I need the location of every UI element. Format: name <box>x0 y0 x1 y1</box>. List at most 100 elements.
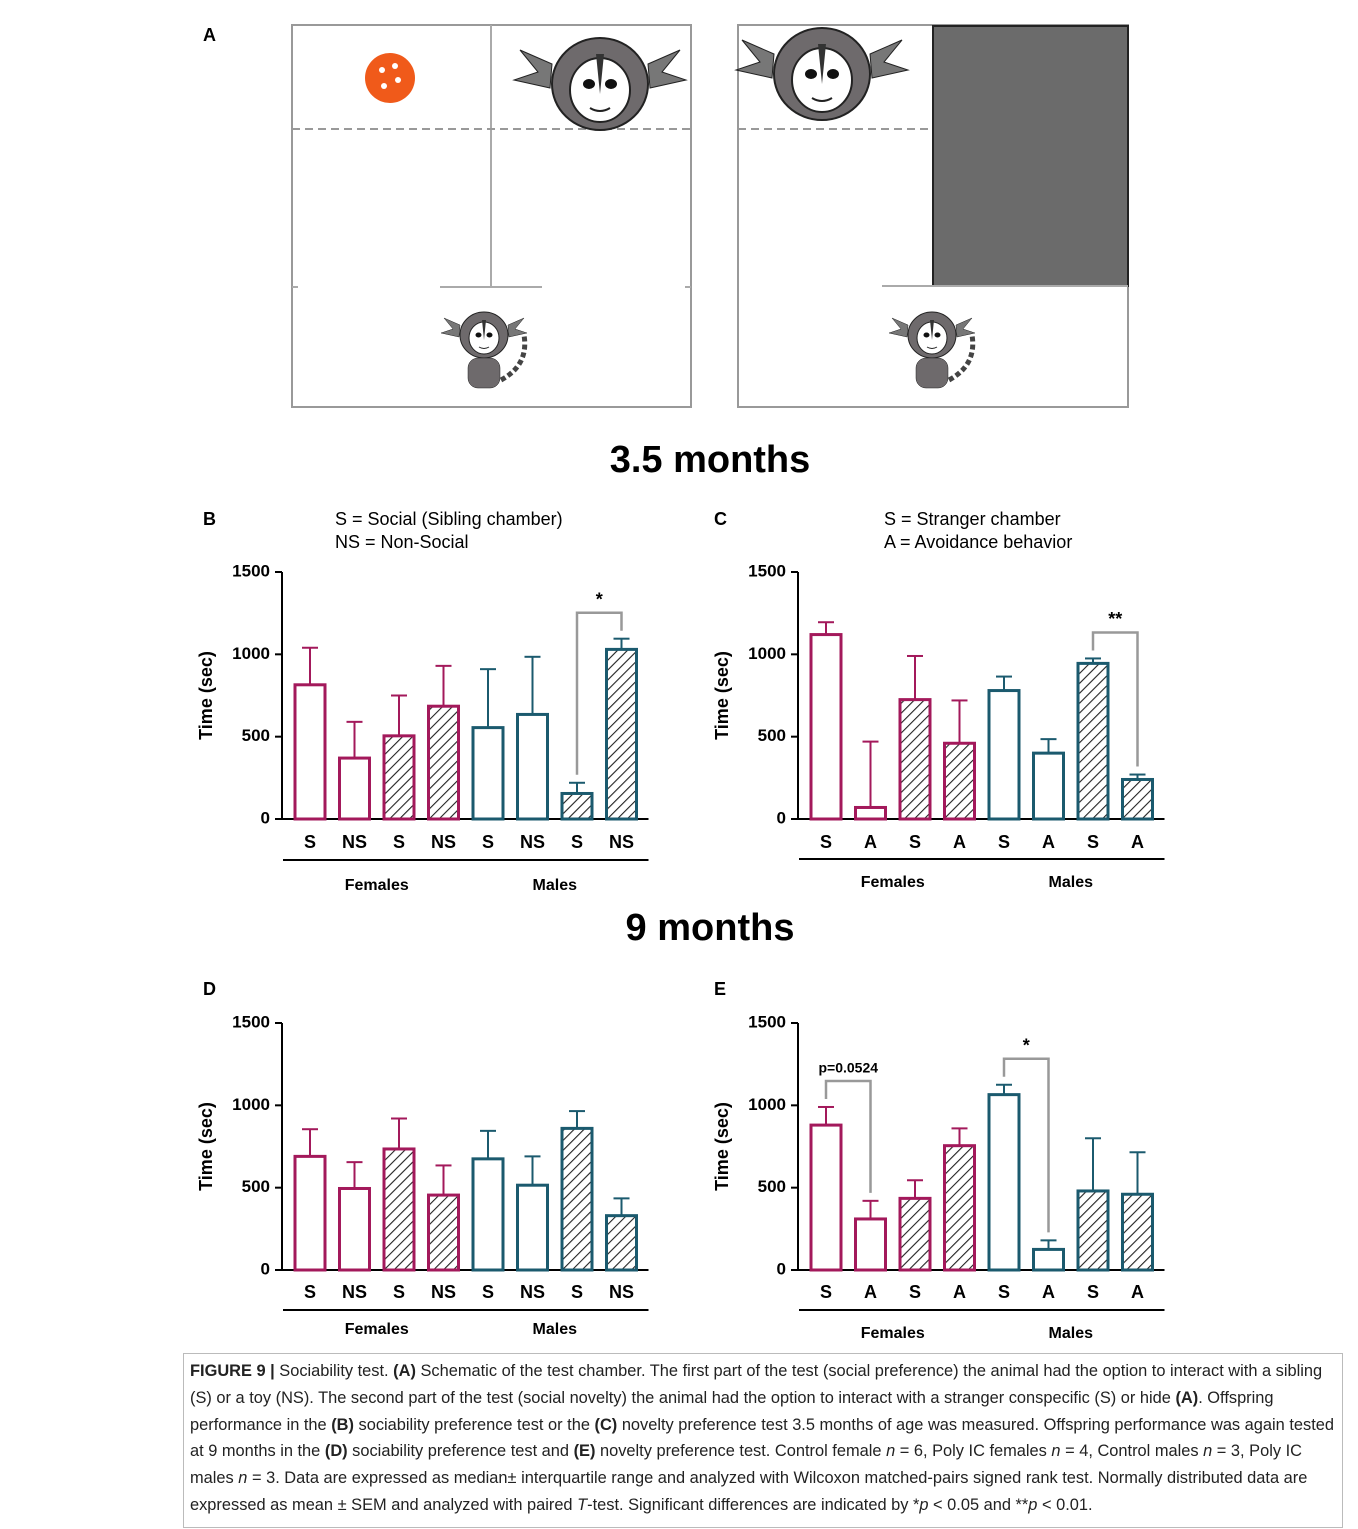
y-tick-label: 1000 <box>748 1095 786 1114</box>
bar <box>1121 777 1154 821</box>
bar <box>293 1154 327 1272</box>
y-axis-title: Time (sec) <box>196 1102 216 1191</box>
bar <box>898 1196 932 1272</box>
x-tick-label: S <box>571 1282 583 1302</box>
caption-run: -test. Significant differences are indic… <box>587 1495 920 1514</box>
y-tick-label: 500 <box>758 1177 786 1196</box>
section-heading: 9 months <box>626 907 795 949</box>
caption-run: n <box>886 1442 896 1461</box>
x-tick-label: A <box>1042 832 1055 852</box>
bar <box>427 704 460 821</box>
y-tick-label: 1500 <box>232 561 270 580</box>
caption-run: n <box>1203 1442 1213 1461</box>
x-tick-label: NS <box>520 1282 545 1302</box>
bar <box>471 726 505 821</box>
significance-bracket <box>1002 1057 1050 1233</box>
bar <box>809 1123 843 1272</box>
caption-run: . Offspring performance in the <box>190 1388 1274 1434</box>
caption: FIGURE 9 | Sociability test. (A) Schemat… <box>183 1353 1343 1528</box>
y-tick-label: 1500 <box>232 1012 270 1031</box>
x-tick-label: A <box>864 1282 877 1302</box>
x-tick-label: A <box>864 832 877 852</box>
x-tick-label: NS <box>342 832 367 852</box>
panel-label: D <box>203 979 216 999</box>
x-tick-label: NS <box>520 832 545 852</box>
caption-run: (B) <box>331 1415 354 1434</box>
bar <box>516 712 549 821</box>
caption-run: FIGURE 9 | <box>190 1362 275 1380</box>
y-tick-label: 0 <box>777 1259 786 1278</box>
x-tick-label: S <box>909 1282 921 1302</box>
y-axis-title: Time (sec) <box>712 1102 732 1191</box>
caption-run: p <box>1028 1495 1038 1514</box>
x-tick-label: S <box>393 1282 405 1302</box>
legend-note: S = Stranger chamber <box>884 509 1061 529</box>
bar <box>382 1147 416 1272</box>
x-tick-label: S <box>820 832 832 852</box>
x-tick-label: S <box>909 832 921 852</box>
panel-label: B <box>203 509 216 529</box>
x-tick-label: S <box>571 832 583 852</box>
significance-label: p=0.0524 <box>818 1060 878 1076</box>
significance-label: * <box>1023 1036 1030 1056</box>
x-tick-label: S <box>1087 1282 1099 1302</box>
caption-run: Schematic of the test chamber. The first… <box>190 1362 1323 1407</box>
bar <box>898 698 932 821</box>
x-tick-label: A <box>1042 1282 1055 1302</box>
caption-run: T <box>577 1495 588 1514</box>
legend-note: S = Social (Sibling chamber) <box>335 509 563 529</box>
caption-run: < 0.01. <box>1037 1495 1093 1514</box>
y-tick-label: 0 <box>261 808 270 827</box>
caption-run: n <box>1051 1442 1061 1461</box>
bar <box>809 633 843 821</box>
x-tick-label: S <box>304 1282 316 1302</box>
caption-run: = 3. Data are expressed as median± inter… <box>190 1469 1308 1514</box>
group-label: Males <box>533 877 578 894</box>
group-label: Females <box>345 877 409 894</box>
group-label: Females <box>861 874 925 891</box>
x-tick-label: S <box>482 832 494 852</box>
legend-note: NS = Non-Social <box>335 532 469 552</box>
group-label: Females <box>861 1325 925 1342</box>
y-tick-label: 1000 <box>232 644 270 663</box>
caption-run: sociability preference test and <box>347 1442 574 1461</box>
x-tick-label: NS <box>342 1282 367 1302</box>
significance-label: * <box>596 589 603 609</box>
x-tick-label: S <box>304 832 316 852</box>
x-tick-label: S <box>998 832 1010 852</box>
bar <box>1032 751 1065 821</box>
significance-label: ** <box>1108 609 1122 629</box>
x-tick-label: NS <box>609 832 634 852</box>
x-tick-label: A <box>953 1282 966 1302</box>
bar <box>338 756 371 821</box>
group-label: Males <box>1049 1325 1094 1342</box>
group-label: Males <box>533 1321 578 1338</box>
bar <box>943 741 976 821</box>
caption-run: = 4, Control males <box>1060 1442 1204 1461</box>
x-tick-label: S <box>393 832 405 852</box>
schematic-left <box>291 24 692 408</box>
x-tick-label: S <box>820 1282 832 1302</box>
x-tick-label: NS <box>609 1282 634 1302</box>
panel-label: C <box>714 509 727 529</box>
figure: A 3.5 months 9 months B S = Social (Sibli… <box>196 24 1165 1342</box>
y-axis-title: Time (sec) <box>196 651 216 740</box>
bar <box>987 1093 1021 1272</box>
y-tick-label: 1500 <box>748 561 786 580</box>
bar <box>605 1214 638 1272</box>
bar <box>382 734 416 821</box>
legend-note: A = Avoidance behavior <box>884 532 1072 552</box>
caption-run: (D) <box>324 1442 348 1461</box>
y-axis-title: Time (sec) <box>712 651 732 740</box>
bar <box>560 791 594 821</box>
bar <box>1076 661 1110 821</box>
bar <box>471 1157 505 1272</box>
x-tick-label: S <box>1087 832 1099 852</box>
y-tick-label: 0 <box>777 808 786 827</box>
caption-run: (C) <box>594 1415 618 1434</box>
significance-bracket <box>575 611 623 775</box>
caption-run: = 6, Poly IC females <box>895 1442 1052 1461</box>
x-tick-label: A <box>1131 1282 1144 1302</box>
x-tick-label: NS <box>431 832 456 852</box>
